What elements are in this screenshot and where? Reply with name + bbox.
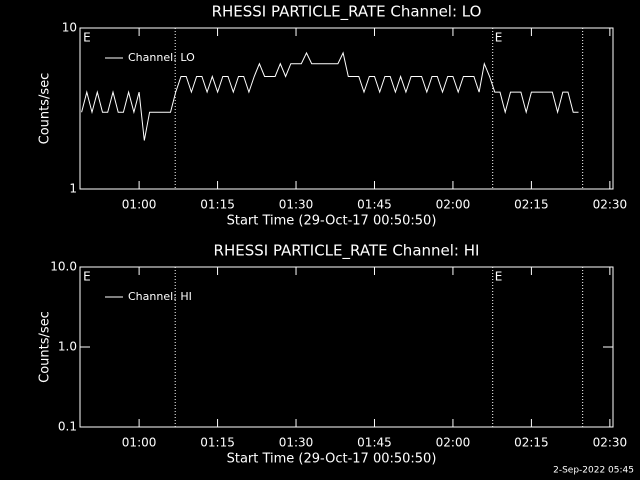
chart-title: RHESSI PARTICLE_RATE Channel: HI xyxy=(214,242,480,261)
y-tick-label: 1 xyxy=(69,182,77,196)
plot-frame xyxy=(79,27,614,190)
annotation: E xyxy=(83,31,91,45)
x-axis-label: Start Time (29-Oct-17 00:50:50) xyxy=(227,214,437,229)
legend-label: Channel: HI xyxy=(128,290,192,303)
y-tick-label: 1.0 xyxy=(58,340,77,354)
x-tick-label: 01:30 xyxy=(279,198,314,212)
x-tick-label: 02:30 xyxy=(593,436,628,450)
y-tick-label: 10 xyxy=(62,21,77,35)
y-tick-label: 10.0 xyxy=(50,260,77,274)
x-tick-label: 02:00 xyxy=(436,436,471,450)
x-axis-label: Start Time (29-Oct-17 00:50:50) xyxy=(227,452,437,467)
footer: 2-Sep-2022 05:45 xyxy=(553,466,634,476)
x-tick-label: 01:00 xyxy=(122,198,157,212)
x-tick-label: 01:45 xyxy=(357,198,392,212)
legend-label: Channel: LO xyxy=(128,51,195,64)
y-axis-label: Counts/sec xyxy=(38,73,53,145)
x-tick-label: 01:00 xyxy=(122,436,157,450)
x-tick-label: 01:45 xyxy=(357,436,392,450)
x-tick-label: 02:15 xyxy=(514,436,549,450)
annotation: E xyxy=(495,31,503,45)
x-tick-label: 02:30 xyxy=(593,198,628,212)
y-tick-label: 0.1 xyxy=(58,420,77,434)
x-tick-label: 02:00 xyxy=(436,198,471,212)
x-tick-label: 02:15 xyxy=(514,198,549,212)
chart-title: RHESSI PARTICLE_RATE Channel: LO xyxy=(212,3,482,22)
annotation: E xyxy=(83,270,91,284)
y-axis-label: Counts/sec xyxy=(38,311,53,383)
x-tick-label: 01:15 xyxy=(200,436,235,450)
x-tick-label: 01:30 xyxy=(279,436,314,450)
x-tick-label: 01:15 xyxy=(200,198,235,212)
data-line xyxy=(81,51,579,141)
annotation: E xyxy=(495,270,503,284)
